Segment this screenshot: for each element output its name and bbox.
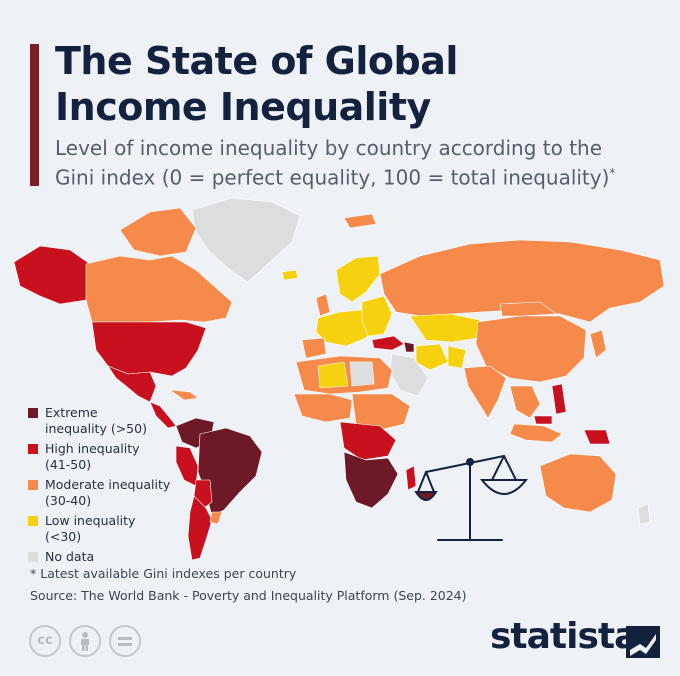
region-scandinavia bbox=[335, 255, 381, 303]
legend-swatch-extreme bbox=[28, 408, 38, 418]
region-turkey bbox=[371, 335, 405, 351]
region-pakistan bbox=[447, 345, 467, 369]
region-iberia bbox=[301, 337, 327, 359]
legend-item-low: Low inequality (<30) bbox=[28, 513, 198, 545]
title-line-1: The State of Global bbox=[55, 39, 458, 83]
region-alaska bbox=[13, 245, 91, 305]
region-china bbox=[475, 315, 587, 383]
legend-swatch-low bbox=[28, 516, 38, 526]
region-mongolia bbox=[499, 301, 557, 317]
region-iran bbox=[415, 343, 449, 371]
legend-label: Moderate inequality bbox=[45, 477, 171, 492]
subtitle-line-1: Level of income inequality by country ac… bbox=[55, 136, 603, 160]
region-southeast-asia bbox=[509, 385, 541, 419]
brand-logo[interactable]: statista bbox=[490, 616, 638, 657]
region-philippines bbox=[551, 383, 567, 415]
region-central-africa bbox=[339, 421, 397, 461]
region-central-asia bbox=[409, 313, 481, 343]
legend-item-extreme: Extreme inequality (>50) bbox=[28, 405, 198, 437]
region-canada-arctic bbox=[119, 207, 197, 257]
region-papua bbox=[583, 429, 611, 445]
region-japan bbox=[589, 329, 607, 359]
subtitle-line-2: Gini index (0 = perfect equality, 100 = … bbox=[55, 161, 655, 191]
region-algeria bbox=[317, 361, 349, 389]
cc-icon[interactable]: cc bbox=[29, 625, 61, 657]
legend-label: No data bbox=[45, 549, 95, 564]
legend-item-high: High inequality (41-50) bbox=[28, 441, 198, 473]
subtitle-footnote-mark: * bbox=[609, 166, 616, 180]
region-levant bbox=[403, 341, 415, 353]
legend-label-range: (30-40) bbox=[45, 493, 92, 508]
legend-label: Low inequality bbox=[45, 513, 136, 528]
region-india bbox=[463, 365, 507, 419]
legend-item-nodata: No data bbox=[28, 549, 198, 565]
title-accent-bar bbox=[30, 44, 39, 186]
region-svalbard bbox=[343, 213, 377, 229]
region-malaysia bbox=[533, 415, 553, 425]
legend-swatch-moderate bbox=[28, 480, 38, 490]
region-usa bbox=[91, 321, 207, 377]
region-canada bbox=[85, 255, 233, 323]
region-madagascar bbox=[405, 465, 417, 491]
region-uruguay bbox=[209, 511, 223, 525]
page-title: The State of Global Income Inequality bbox=[55, 38, 655, 130]
legend-swatch-nodata bbox=[28, 552, 38, 562]
footnote: * Latest available Gini indexes per coun… bbox=[30, 566, 297, 581]
region-caribbean bbox=[169, 389, 199, 401]
legend-label: High inequality bbox=[45, 441, 140, 456]
title-line-2: Income Inequality bbox=[55, 85, 431, 129]
legend-label-range: inequality (>50) bbox=[45, 421, 147, 436]
region-west-europe bbox=[315, 309, 375, 347]
region-west-africa bbox=[293, 393, 353, 423]
subtitle-line-2-text: Gini index (0 = perfect equality, 100 = … bbox=[55, 165, 610, 190]
legend-item-moderate: Moderate inequality (30-40) bbox=[28, 477, 198, 509]
region-new-zealand bbox=[637, 503, 651, 525]
brand-mark-icon bbox=[626, 626, 660, 658]
legend-label-range: (41-50) bbox=[45, 457, 92, 472]
region-iceland bbox=[281, 269, 299, 281]
subtitle: Level of income inequality by country ac… bbox=[55, 136, 655, 191]
legend-label-range: (<30) bbox=[45, 529, 82, 544]
map-legend: Extreme inequality (>50) High inequality… bbox=[28, 405, 198, 569]
region-libya bbox=[349, 361, 375, 387]
region-east-europe bbox=[361, 295, 393, 337]
region-southern-africa bbox=[343, 451, 399, 509]
source-note: Source: The World Bank - Poverty and Ine… bbox=[30, 588, 467, 603]
by-person-icon[interactable] bbox=[69, 625, 101, 657]
region-australia bbox=[539, 453, 617, 513]
region-argentina bbox=[187, 495, 213, 561]
region-indonesia bbox=[509, 423, 563, 443]
region-uk bbox=[315, 293, 331, 317]
region-greenland bbox=[191, 197, 301, 283]
balance-scale-icon bbox=[414, 455, 529, 541]
equals-icon[interactable] bbox=[109, 625, 141, 657]
world-map bbox=[13, 197, 665, 561]
legend-swatch-high bbox=[28, 444, 38, 454]
legend-label: Extreme bbox=[45, 405, 98, 420]
